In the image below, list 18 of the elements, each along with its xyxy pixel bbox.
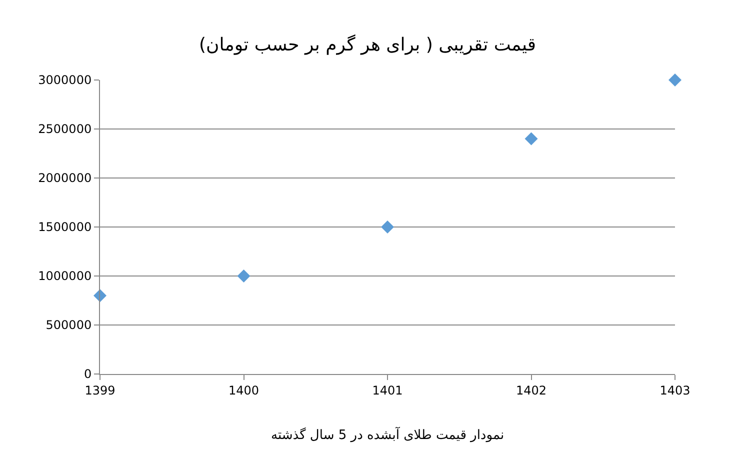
y-tick-label: 1500000 <box>38 220 92 234</box>
chart-title: قیمت تقریبی ( برای هر گرم بر حسب تومان) <box>199 34 536 56</box>
y-tick-label: 0 <box>84 367 92 382</box>
x-tick-label: 1400 <box>228 383 260 398</box>
y-tick-label: 2500000 <box>38 122 92 136</box>
x-tick-label: 1399 <box>84 383 116 398</box>
x-tick-label: 1401 <box>372 383 403 398</box>
y-tick-label: 3000000 <box>38 73 92 88</box>
text: نمودار قیمت طلای آبشده در 5 سال گذشته <box>271 426 504 443</box>
y-tick-label: 500000 <box>46 318 92 332</box>
point <box>524 132 538 146</box>
x-tick-label: 1403 <box>660 383 690 398</box>
y-tick-label: 2000000 <box>38 171 92 186</box>
x-tick-label: 1402 <box>516 383 547 398</box>
y-tick-label: 1000000 <box>38 269 92 284</box>
point <box>668 74 682 86</box>
point <box>381 220 394 234</box>
point <box>237 270 250 282</box>
